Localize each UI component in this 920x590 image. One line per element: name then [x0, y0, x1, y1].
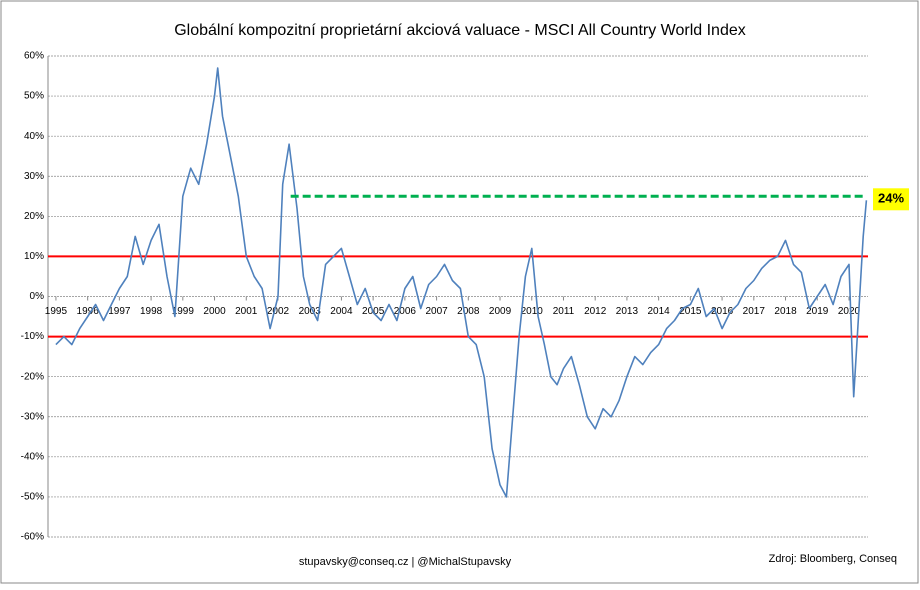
x-tick-label: 2012	[584, 306, 607, 317]
x-tick-label: 2018	[774, 306, 797, 317]
x-tick-label: 2010	[521, 306, 544, 317]
x-tick-label: 2011	[553, 306, 575, 317]
y-tick-label: 40%	[24, 131, 44, 142]
data-line	[55, 67, 868, 498]
y-tick-label: 10%	[24, 251, 44, 262]
y-tick-label: -20%	[21, 371, 44, 382]
y-tick-label: -30%	[21, 411, 44, 422]
x-tick-label: 2019	[806, 306, 829, 317]
x-tick-label: 2009	[489, 306, 512, 317]
x-tick-label: 2013	[616, 306, 639, 317]
footer-left: stupavsky@conseq.cz | @MichalStupavsky	[299, 556, 512, 568]
y-tick-label: 50%	[24, 91, 44, 102]
x-tick-label: 2014	[648, 306, 671, 317]
x-tick-label: 2017	[743, 306, 766, 317]
x-tick-label: 2015	[679, 306, 702, 317]
value-badge	[873, 188, 909, 211]
x-tick-label: 1996	[77, 306, 100, 317]
x-tick-label: 2016	[711, 306, 734, 317]
y-tick-label: 60%	[24, 51, 44, 62]
x-tick-label: 2002	[267, 306, 290, 317]
x-tick-label: 1998	[140, 306, 163, 317]
x-tick-label: 2003	[299, 306, 322, 317]
x-tick-label: 2008	[457, 306, 480, 317]
x-tick-label: 2000	[203, 306, 226, 317]
y-tick-label: 20%	[24, 211, 44, 222]
chart-title: Globální kompozitní proprietární akciová…	[174, 22, 746, 39]
x-tick-label: 2001	[235, 306, 258, 317]
y-tick-label: -50%	[21, 492, 44, 503]
y-tick-label: -10%	[21, 331, 44, 342]
x-tick-label: 2007	[425, 306, 448, 317]
x-tick-label: 2006	[394, 306, 417, 317]
x-tick-label: 1997	[108, 306, 131, 317]
x-tick-label: 1999	[172, 306, 195, 317]
x-tick-label: 2004	[330, 306, 353, 317]
y-tick-label: -60%	[21, 532, 44, 543]
value-label: 24%	[878, 191, 904, 206]
y-tick-label: 30%	[24, 171, 44, 182]
footer-right: Zdroj: Bloomberg, Conseq	[769, 553, 897, 565]
y-tick-label: 0%	[30, 291, 45, 302]
x-tick-label: 1995	[45, 306, 68, 317]
y-tick-label: -40%	[21, 451, 44, 462]
x-tick-label: 2020	[838, 306, 861, 317]
